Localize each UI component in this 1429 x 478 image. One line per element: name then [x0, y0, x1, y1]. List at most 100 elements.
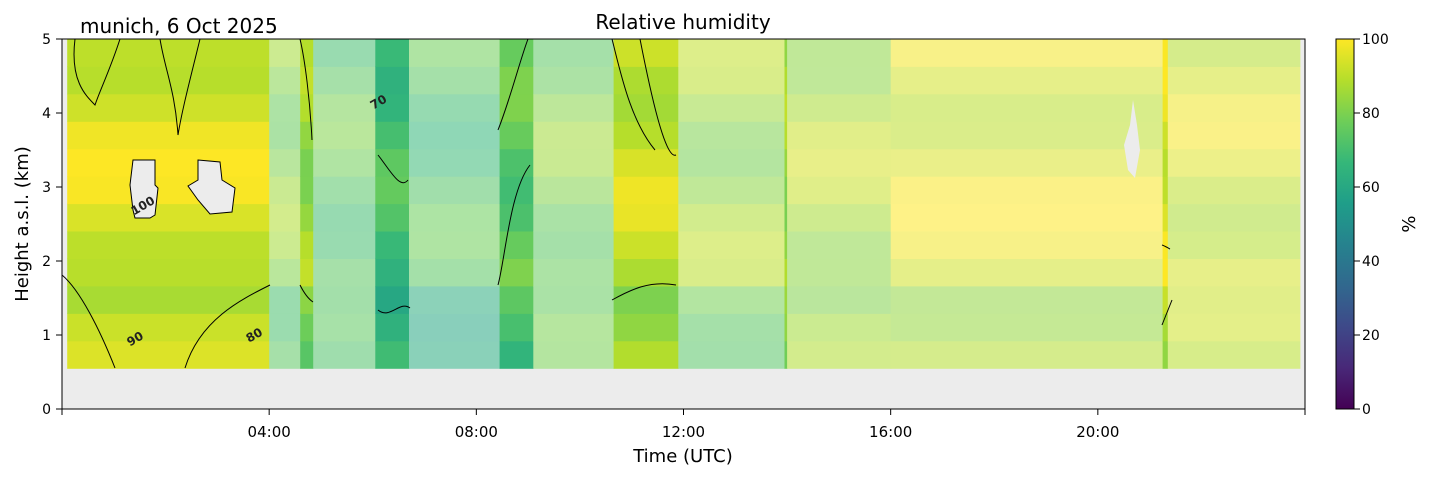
heatmap-cell — [300, 93, 314, 122]
heatmap-cell — [787, 148, 892, 177]
heatmap-cell — [533, 203, 615, 232]
heatmap-cell — [784, 148, 788, 177]
heatmap-cell — [678, 121, 785, 150]
heatmap-cell — [269, 340, 301, 369]
heatmap-cell — [313, 286, 376, 314]
colorbar-tick-label: 0 — [1362, 402, 1371, 418]
colorbar — [1335, 38, 1355, 410]
heatmap-cell — [300, 39, 314, 67]
heatmap-cell — [678, 93, 785, 122]
contour-line-right2 — [611, 283, 677, 301]
heatmap-cell — [67, 176, 270, 205]
heatmap-cell — [269, 203, 301, 232]
heatmap-cell — [409, 286, 501, 314]
heatmap-cell — [1162, 121, 1169, 150]
heatmap-cell — [787, 286, 892, 314]
heatmap-cell — [784, 231, 788, 259]
heatmap-cell — [787, 66, 892, 95]
heatmap-cell — [409, 121, 501, 150]
heatmap-cell — [300, 258, 314, 287]
heatmap-cell — [678, 66, 785, 95]
heatmap-cell — [269, 148, 301, 177]
heatmap-cell — [613, 148, 679, 177]
heatmap-cell — [1162, 66, 1169, 95]
contour-line-80-low — [62, 274, 116, 369]
heatmap-cell — [533, 313, 615, 342]
heatmap-cell — [499, 286, 534, 314]
heatmap-cell — [678, 148, 785, 177]
y-tick-label: 5 — [42, 32, 51, 48]
heatmap-cell — [784, 340, 788, 369]
heatmap-cell — [784, 313, 788, 342]
heatmap-cell — [890, 39, 1164, 67]
contour-line-80-right — [184, 284, 271, 369]
heatmap-cell — [678, 203, 785, 232]
contour-island-1 — [129, 159, 159, 219]
heatmap-cell — [1167, 340, 1301, 369]
x-axis-title: Time (UTC) — [632, 446, 733, 467]
heatmap-cell — [67, 258, 270, 287]
y-tick-label: 0 — [42, 402, 51, 418]
heatmap-cell — [409, 231, 501, 259]
colorbar-tick-label: 40 — [1362, 254, 1380, 270]
heatmap-cell — [533, 286, 615, 314]
y-tick-label: 4 — [42, 106, 51, 122]
y-tick-label: 2 — [42, 254, 51, 270]
heatmap-cell — [890, 203, 1164, 232]
heatmap-cell — [533, 231, 615, 259]
heatmap-cell — [409, 258, 501, 287]
heatmap-cell — [313, 148, 376, 177]
heatmap-cell — [787, 340, 892, 369]
heatmap-cell — [533, 258, 615, 287]
heatmap-cell — [890, 286, 1164, 314]
heatmap-cell — [890, 93, 1164, 122]
heatmap-layer — [67, 39, 1301, 369]
heatmap-cell — [375, 286, 410, 314]
heatmap-cell — [499, 148, 534, 177]
heatmap-cell — [678, 313, 785, 342]
heatmap-cell — [313, 340, 376, 369]
heatmap-cell — [890, 121, 1164, 150]
heatmap-cell — [1162, 313, 1169, 342]
contour-line-70 — [377, 154, 409, 183]
heatmap-cell — [375, 340, 410, 369]
heatmap-cell — [533, 176, 615, 205]
heatmap-cell — [678, 340, 785, 369]
heatmap-cell — [409, 148, 501, 177]
heatmap-cell — [409, 313, 501, 342]
contour-line-90-top — [159, 39, 201, 136]
location-date-label: munich, 6 Oct 2025 — [80, 14, 278, 38]
contour-line-late — [1161, 244, 1171, 250]
contour-line-mid1 — [299, 39, 313, 141]
heatmap-cell — [1162, 39, 1169, 67]
heatmap-cell — [1167, 231, 1301, 259]
y-tick-label: 1 — [42, 328, 51, 344]
x-tick-label: 20:00 — [1076, 423, 1119, 441]
heatmap-cell — [890, 340, 1164, 369]
heatmap-cell — [300, 203, 314, 232]
heatmap-cell — [375, 176, 410, 205]
heatmap-cell — [300, 313, 314, 342]
heatmap-cell — [1167, 286, 1301, 314]
heatmap-cell — [787, 203, 892, 232]
heatmap-cell — [67, 340, 270, 369]
heatmap-cell — [1167, 39, 1301, 67]
heatmap-cell — [784, 203, 788, 232]
contour-line-mid2 — [299, 284, 314, 303]
heatmap-cell — [533, 121, 615, 150]
heatmap-cell — [1162, 93, 1169, 122]
heatmap-cell — [613, 176, 679, 205]
heatmap-cell — [269, 313, 301, 342]
heatmap-cell — [787, 258, 892, 287]
heatmap-cell — [890, 313, 1164, 342]
heatmap-cell — [499, 121, 534, 150]
contour-line-center2 — [497, 164, 531, 286]
x-tick-label: 16:00 — [869, 423, 912, 441]
x-tick-label: 08:00 — [455, 423, 498, 441]
heatmap-cell — [613, 286, 679, 314]
heatmap-cell — [313, 93, 376, 122]
heatmap-cell — [533, 39, 615, 67]
heatmap-cell — [269, 66, 301, 95]
heatmap-cell — [67, 286, 270, 314]
